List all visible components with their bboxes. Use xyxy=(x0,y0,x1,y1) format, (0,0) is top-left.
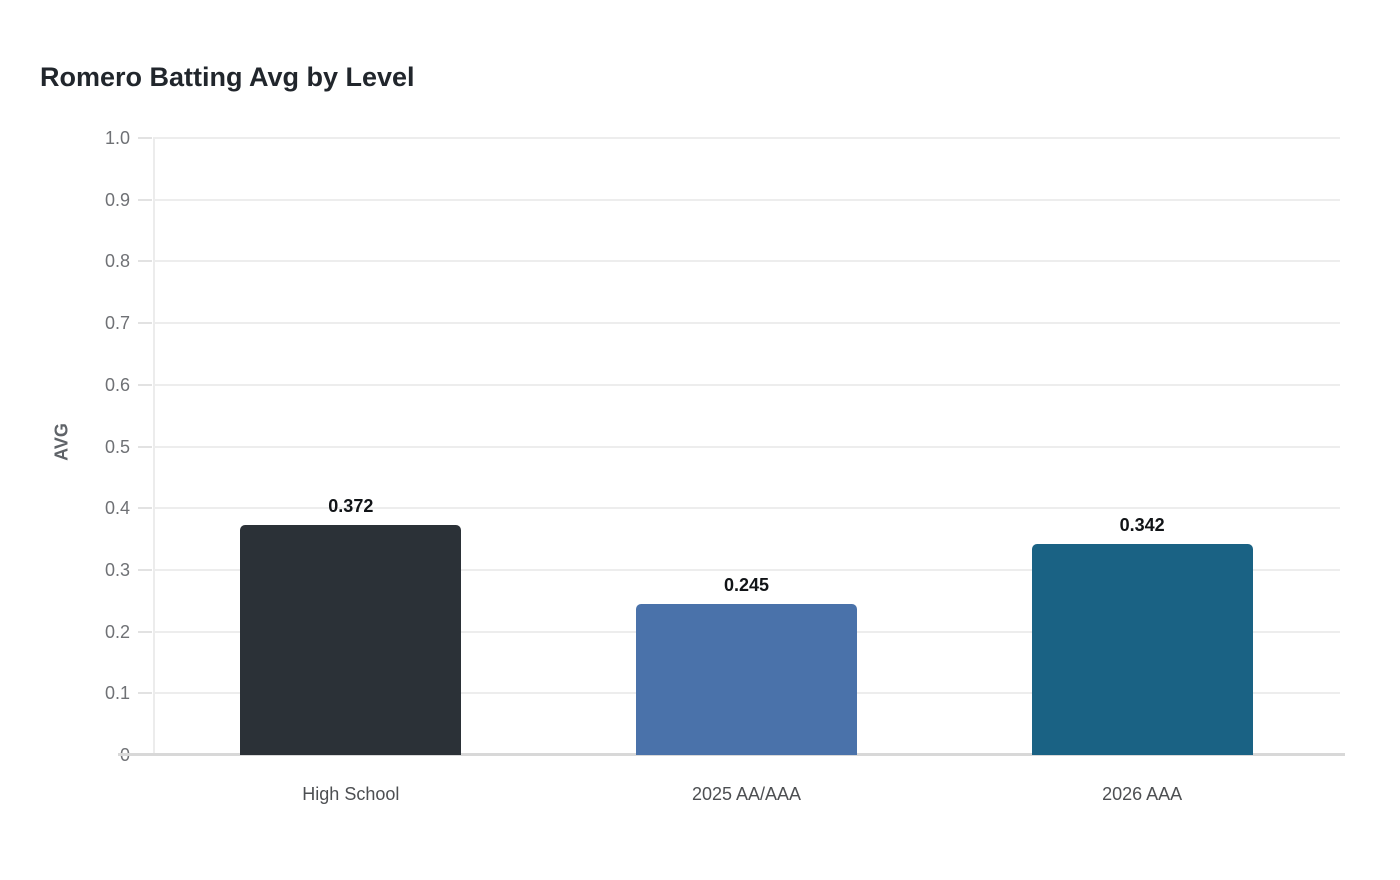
y-tick-mark xyxy=(138,692,152,695)
y-tick-label: 0.7 xyxy=(104,313,130,334)
plot-area: 00.10.20.30.40.50.60.70.80.91.00.372High… xyxy=(105,128,1345,804)
y-tick-label: 0.8 xyxy=(104,251,130,272)
y-tick-mark xyxy=(138,507,152,510)
x-axis-category-label: High School xyxy=(302,784,400,804)
bar-value-label: 0.342 xyxy=(1119,514,1165,535)
bar-2026-aaa xyxy=(1031,543,1253,755)
y-gridline xyxy=(153,137,1340,139)
y-gridline xyxy=(153,322,1340,325)
y-tick-label: 0.6 xyxy=(104,374,130,395)
y-tick-label: 0.1 xyxy=(104,683,130,704)
y-tick-label: 1.0 xyxy=(104,128,130,148)
y-tick-label: 0.5 xyxy=(104,436,130,457)
y-tick-mark xyxy=(138,630,152,633)
x-axis-category-label: 2025 AA/AAA xyxy=(691,784,802,804)
y-axis-line xyxy=(153,138,155,755)
bar-value-label: 0.245 xyxy=(723,574,770,595)
y-gridline xyxy=(153,568,1340,571)
y-tick-mark xyxy=(138,260,152,263)
y-tick-label: 0.3 xyxy=(104,559,130,580)
y-tick-label: 0.2 xyxy=(104,621,130,642)
y-tick-mark xyxy=(138,568,152,571)
y-tick-label: 0.4 xyxy=(104,498,130,519)
chart-title: Romero Batting Avg by Level xyxy=(40,62,415,92)
x-axis-category-label: 2026 AAA xyxy=(1102,784,1183,804)
y-tick-label: 0 xyxy=(30,744,130,766)
y-gridline xyxy=(153,260,1340,263)
y-tick-mark xyxy=(138,445,152,448)
bar-2025-aa-aaa xyxy=(636,603,857,755)
y-tick-mark xyxy=(138,198,152,201)
y-tick-label: 0.9 xyxy=(104,189,130,210)
y-gridline xyxy=(153,445,1340,448)
y-gridline xyxy=(153,198,1340,201)
bar-high-school xyxy=(240,525,462,755)
y-tick-mark xyxy=(138,322,152,325)
y-tick-mark xyxy=(138,383,152,386)
y-tick-mark xyxy=(138,137,152,139)
bar-value-label: 0.372 xyxy=(328,496,374,517)
y-gridline xyxy=(153,383,1340,386)
y-gridline xyxy=(153,507,1340,510)
